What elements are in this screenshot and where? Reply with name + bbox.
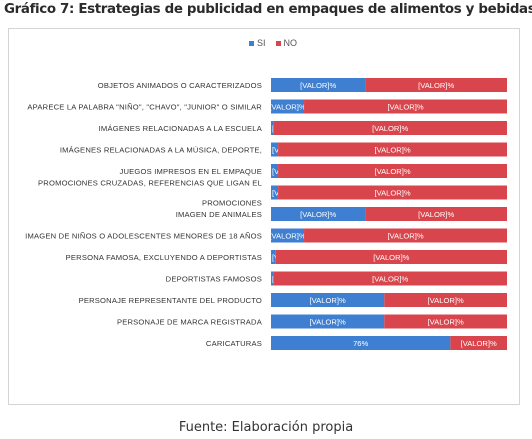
bar-si-9 — [271, 271, 274, 286]
data-label-no-0: [VALOR]% — [418, 81, 454, 90]
data-label-no-4: [VALOR]% — [374, 167, 410, 176]
bar-si-12 — [271, 336, 451, 350]
data-label-no-11: [VALOR]% — [428, 317, 464, 326]
category-label-2: IMÁGENES RELACIONADAS A LA ESCUELA — [99, 124, 263, 133]
legend-label-si: SI — [257, 38, 266, 48]
category-label-9: DEPORTISTAS FAMOSOS — [166, 275, 262, 284]
category-label-0: OBJETOS ANIMADOS O CARACTERIZADOS — [98, 81, 262, 90]
chart-legend: SI NO — [249, 38, 297, 48]
category-label-12: CARICATURAS — [206, 339, 262, 348]
bar-si-2 — [271, 121, 274, 135]
bar-si-10 — [271, 293, 385, 307]
data-label-no-8: [VALOR]% — [373, 253, 409, 262]
data-label-no-1: [VALOR]% — [387, 102, 423, 111]
legend-item-no: NO — [275, 38, 298, 48]
data-label-si-10: [VALOR]% — [310, 296, 346, 305]
category-label-10: PERSONAJE REPRESENTANTE DEL PRODUCTO — [79, 296, 262, 305]
chart-title: Gráfico 7: Estrategias de publicidad en … — [4, 2, 532, 17]
data-label-si-6: [VALOR]% — [300, 210, 336, 219]
legend-label-no: NO — [283, 38, 298, 48]
category-label-8: PERSONA FAMOSA, EXCLUYENDO A DEPORTISTAS — [66, 253, 262, 262]
bar-si-8 — [271, 250, 276, 264]
stacked-bar-chart: [VALOR]% [VALOR]% OBJETOS ANIMADOS O CARAC… — [25, 78, 507, 350]
data-label-si-12: 76% — [353, 339, 368, 348]
data-label-no-6: [VALOR]% — [418, 210, 454, 219]
category-label-6: IMAGEN DE ANIMALES — [176, 210, 262, 219]
data-label-no-9: [VALOR]% — [372, 274, 408, 283]
bar-no-8 — [275, 250, 507, 264]
category-label-7: IMAGEN DE NIÑOS O ADOLESCENTES MENORES D… — [25, 232, 262, 241]
data-label-no-12: [VALOR]% — [461, 339, 497, 348]
bar-si-0 — [271, 78, 366, 92]
bar-si-7 — [271, 228, 305, 243]
bar-no-1 — [304, 99, 507, 114]
category-label-11: PERSONAJE DE MARCA REGISTRADA — [117, 318, 263, 327]
legend-item-si: SI — [249, 38, 266, 48]
bar-no-11 — [384, 314, 507, 329]
data-label-si-7: [VALOR]% — [269, 231, 305, 240]
category-label-1: APARECE LA PALABRA "NIÑO", "CHAVO", "JUN… — [27, 103, 262, 112]
data-label-no-7: [VALOR]% — [387, 231, 423, 240]
bar-si-4 — [271, 164, 279, 178]
data-label-no-5: [VALOR]% — [374, 188, 410, 197]
bar-no-5 — [278, 185, 507, 200]
bar-no-10 — [384, 293, 507, 307]
bar-si-5 — [271, 185, 279, 200]
category-label-4: JUEGOS IMPRESOS EN EL EMPAQUE — [119, 167, 262, 176]
category-label-5-line-1: PROMOCIONES — [202, 199, 262, 208]
bar-si-11 — [271, 314, 385, 329]
data-label-si-1: [VALOR]% — [269, 102, 305, 111]
bar-no-6 — [365, 207, 507, 221]
category-label-5-line-0: PROMOCIONES CRUZADAS, REFERENCIAS QUE LI… — [38, 179, 262, 188]
bar-no-3 — [278, 142, 507, 157]
data-label-no-10: [VALOR]% — [428, 296, 464, 305]
bar-si-3 — [271, 142, 279, 157]
data-label-si-0: [VALOR]% — [300, 81, 336, 90]
source-note: Fuente: Elaboración propia — [178, 420, 354, 435]
bar-no-4 — [278, 164, 507, 178]
bar-si-1 — [271, 99, 305, 114]
bar-no-7 — [304, 228, 507, 243]
data-label-si-11: [VALOR]% — [310, 317, 346, 326]
legend-swatch-no — [275, 40, 281, 46]
bar-no-0 — [365, 78, 507, 92]
legend-swatch-si — [249, 40, 254, 46]
category-label-3: IMÁGENES RELACIONADAS A LA MÚSICA, DEPOR… — [60, 146, 262, 155]
bar-no-12 — [450, 336, 507, 350]
data-label-no-2: [VALOR]% — [372, 124, 408, 133]
bar-no-2 — [273, 121, 507, 135]
bar-si-6 — [271, 207, 366, 221]
data-label-no-3: [VALOR]% — [374, 145, 410, 154]
bar-no-9 — [273, 271, 507, 286]
